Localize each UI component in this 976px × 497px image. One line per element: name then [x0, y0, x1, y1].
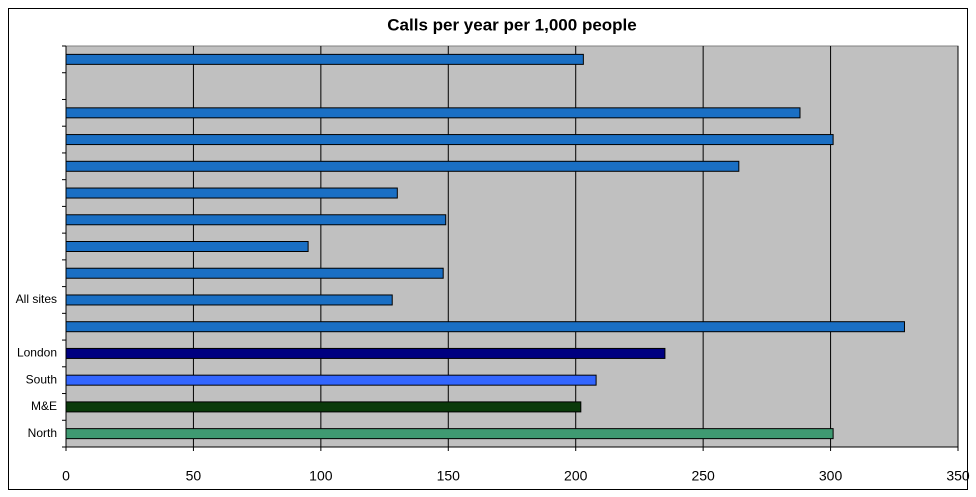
x-tick-label: 350	[946, 468, 970, 484]
chart-title: Calls per year per 1,000 people	[387, 15, 636, 34]
bar	[65, 160, 740, 172]
bar	[65, 187, 398, 199]
bar	[65, 134, 834, 146]
bar	[65, 374, 597, 386]
x-tick-label: 50	[186, 468, 202, 484]
bar	[65, 241, 309, 252]
x-tick-label: 100	[309, 468, 333, 484]
y-tick-label: North	[28, 426, 57, 440]
x-tick-label: 150	[437, 468, 461, 484]
x-tick-label: 200	[564, 468, 588, 484]
y-tick-label: South	[26, 372, 57, 386]
y-tick-label: M&E	[31, 399, 57, 413]
bar	[65, 107, 801, 119]
y-tick-label: London	[17, 346, 57, 360]
bar	[65, 53, 584, 65]
bar	[65, 428, 834, 440]
bar	[65, 401, 582, 413]
bar	[65, 294, 393, 306]
x-tick-label: 0	[62, 468, 70, 484]
y-tick-label: All sites	[16, 292, 57, 306]
bar	[65, 321, 905, 333]
x-tick-label: 250	[691, 468, 715, 484]
bar	[65, 214, 447, 226]
x-tick-label: 300	[819, 468, 843, 484]
bar	[65, 267, 444, 279]
bar	[65, 347, 666, 359]
